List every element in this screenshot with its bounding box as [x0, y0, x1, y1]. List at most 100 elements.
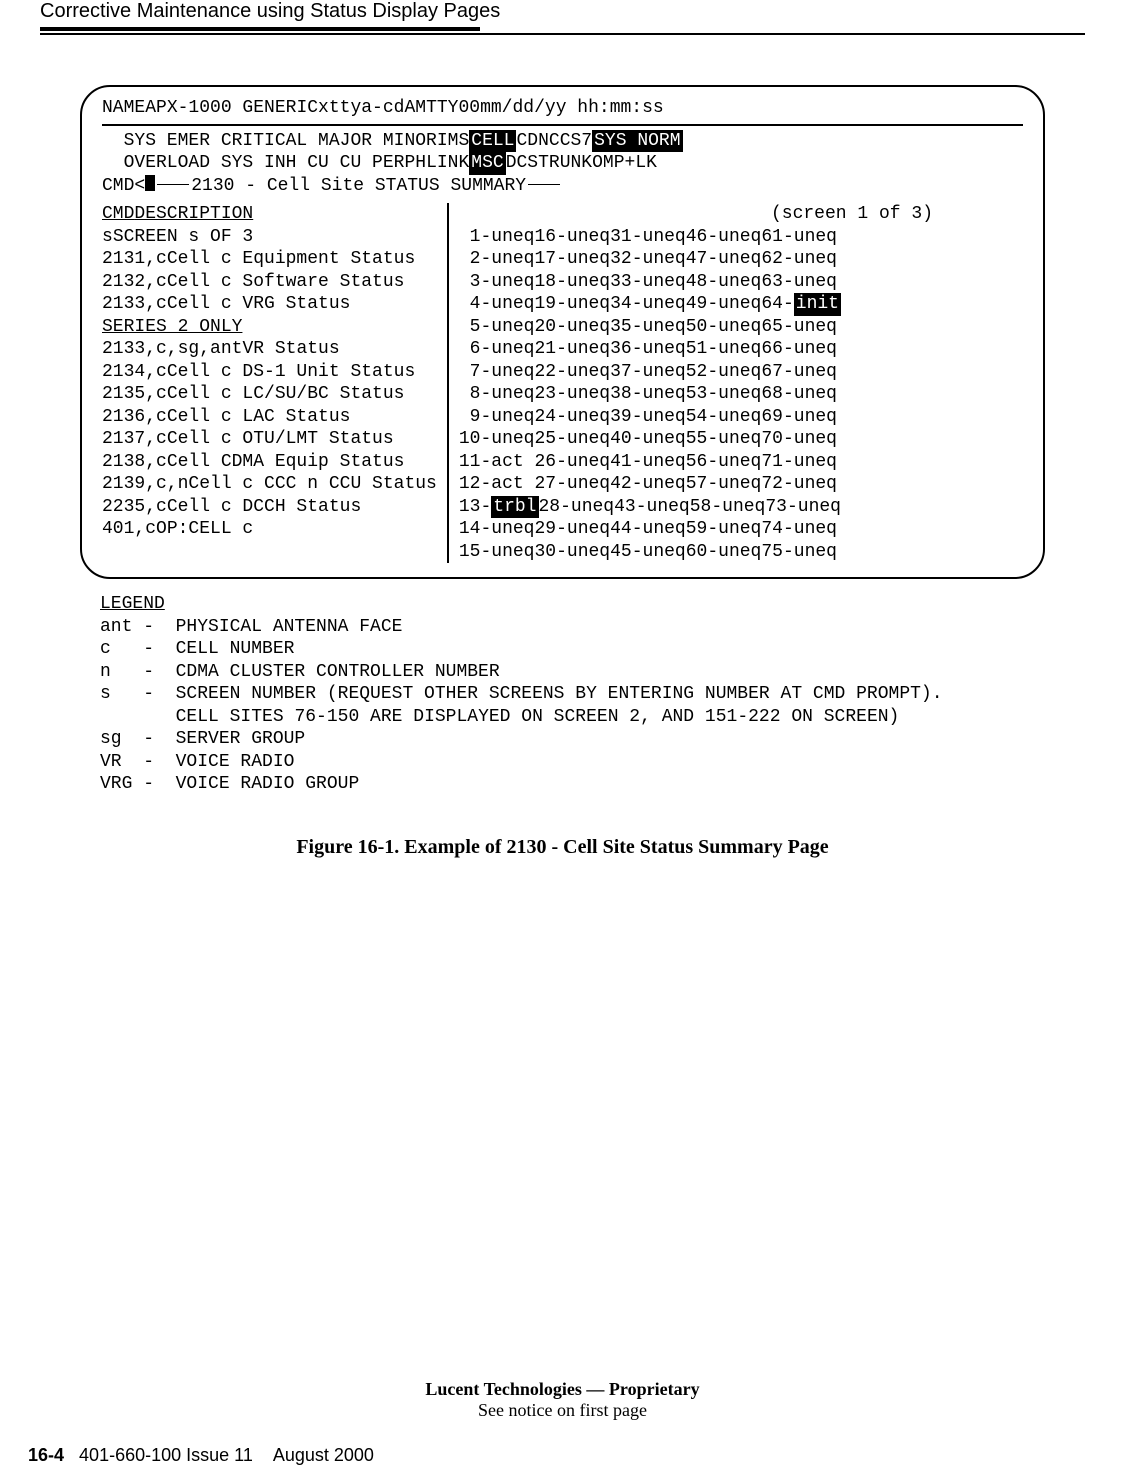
cmd: 2131,c [102, 248, 167, 271]
status-cell: 70-uneq [761, 428, 837, 451]
cmd-row: 2132,c Cell c Software Status [102, 271, 437, 294]
status-cell: 35-uneq [610, 316, 686, 339]
status-row: 2-uneq 17-uneq 32-uneq 47-uneq 62-uneq [459, 248, 1023, 271]
cmd: 2136,c [102, 406, 167, 429]
cmd-hdr: CMD [102, 203, 134, 226]
hdr-row-1: SYS EMER CRITICAL MAJOR MINOR IMS CELL C… [102, 130, 1023, 153]
cmd-desc: Cell c Software Status [167, 271, 405, 294]
status-cell: 6-uneq [459, 338, 535, 361]
status-cell: 75-uneq [761, 541, 837, 564]
status-cell: 44-uneq [610, 518, 686, 541]
status-cell: 72-uneq [761, 473, 837, 496]
legend-item-cont: CELL SITES 76-150 ARE DISPLAYED ON SCREE… [100, 706, 1085, 729]
cmd-row: 2135,c Cell c LC/SU/BC Status [102, 383, 437, 406]
link-label: LINK [426, 152, 469, 175]
cmd: 2132,c [102, 271, 167, 294]
cmd-prompt-row: CMD< 2130 - Cell Site STATUS SUMMARY [102, 175, 1023, 198]
cmd-row: 2134,c Cell c DS-1 Unit Status [102, 361, 437, 384]
status-cell: 69-uneq [761, 406, 837, 429]
status-cell: 18-uneq [535, 271, 611, 294]
msc-label-inv: MSC [469, 152, 505, 175]
cmd-prompt[interactable]: CMD< [102, 175, 145, 198]
cmd-row: 2136,c Cell c LAC Status [102, 406, 437, 429]
status-cell: 31-uneq [610, 226, 686, 249]
status-cell: 9-uneq [459, 406, 535, 429]
legend-item: sg - SERVER GROUP [100, 728, 1085, 751]
cmd-desc: Cell c DCCH Status [167, 496, 361, 519]
cmd: 2138,c [102, 451, 167, 474]
cmd: 2134,c [102, 361, 167, 384]
status-cell: 4-uneq [459, 293, 535, 316]
status-cell: 52-uneq [686, 361, 762, 384]
screen-info: (screen 1 of 3) [771, 203, 933, 226]
legend-item: ant - PHYSICAL ANTENNA FACE [100, 616, 1085, 639]
cdn-label: CDN [516, 130, 548, 153]
status-row: 9-uneq 24-uneq 39-uneq 54-uneq 69-uneq [459, 406, 1023, 429]
cmd-desc: Cell c LC/SU/BC Status [167, 383, 405, 406]
ims-label: IMS [437, 130, 469, 153]
status-row: 10-uneq 25-uneq 40-uneq 55-uneq 70-uneq [459, 428, 1023, 451]
status-row: 4-uneq 19-uneq 34-uneq 49-uneq 64-init [459, 293, 1023, 316]
datetime: mm/dd/yy hh:mm:ss [480, 97, 664, 120]
status-cell: 3-uneq [459, 271, 535, 294]
status-cell: 26-uneq [535, 451, 611, 474]
page-footer: 16-4 401-660-100 Issue 11 August 2000 [0, 1421, 1125, 1476]
status-cell: 68-uneq [761, 383, 837, 406]
status-cell: 27-uneq [535, 473, 611, 496]
status-cell: 45-uneq [610, 541, 686, 564]
status-cell: 17-uneq [535, 248, 611, 271]
terminal-top-row: NAME APX-1000 GENERIC xttya-cdA MTTY00 m… [102, 97, 1023, 120]
status-cell: 56-uneq [686, 451, 762, 474]
summary-title: 2130 - Cell Site STATUS SUMMARY [155, 175, 562, 198]
legend-item: n - CDMA CLUSTER CONTROLLER NUMBER [100, 661, 1085, 684]
sysnorm-label-inv: SYS NORM [592, 130, 682, 153]
legend-item: VRG - VOICE RADIO GROUP [100, 773, 1085, 796]
status-cell: 33-uneq [610, 271, 686, 294]
cmd: 2139,c,n [102, 473, 188, 496]
status-cell: 21-uneq [535, 338, 611, 361]
status-cell: 22-uneq [535, 361, 611, 384]
cmd-desc: Cell c DS-1 Unit Status [167, 361, 415, 384]
series-label: SERIES 2 ONLY [102, 316, 242, 339]
page-header: Corrective Maintenance using Status Disp… [40, 0, 1085, 27]
cell-label-inv: CELL [469, 130, 516, 153]
cmd-row: 2138,c Cell CDMA Equip Status [102, 451, 437, 474]
status-cell: 24-uneq [535, 406, 611, 429]
trunk-label: TRUNK [538, 152, 592, 175]
status-cell: 50-uneq [686, 316, 762, 339]
legend-item: VR - VOICE RADIO [100, 751, 1085, 774]
status-cell: 71-uneq [761, 451, 837, 474]
status-cell: 58-uneq [690, 496, 766, 519]
status-row: 15-uneq 30-uneq 45-uneq 60-uneq 75-uneq [459, 541, 1023, 564]
status-cell: 28-uneq [539, 496, 615, 519]
cmd-desc: Cell CDMA Equip Status [167, 451, 405, 474]
status-row: 5-uneq 20-uneq 35-uneq 50-uneq 65-uneq [459, 316, 1023, 339]
status-row: 3-uneq 18-uneq 33-uneq 48-uneq 63-uneq [459, 271, 1023, 294]
status-cell: 60-uneq [686, 541, 762, 564]
cmd-desc: Cell c Equipment Status [167, 248, 415, 271]
status-cell: 61-uneq [761, 226, 837, 249]
status-cell: 16-uneq [535, 226, 611, 249]
status-grid: 1-uneq 16-uneq 31-uneq 46-uneq 61-uneq 2… [459, 226, 1023, 564]
status-row: 6-uneq 21-uneq 36-uneq 51-uneq 66-uneq [459, 338, 1023, 361]
status-grid-panel: (screen 1 of 3) 1-uneq 16-uneq 31-uneq 4… [449, 203, 1023, 563]
status-row: 12-act 27-uneq 42-uneq 57-uneq 72-uneq [459, 473, 1023, 496]
status-cell: 20-uneq [535, 316, 611, 339]
status-cell: 1-uneq [459, 226, 535, 249]
status-row: 11-act 26-uneq 41-uneq 56-uneq 71-uneq [459, 451, 1023, 474]
status-cell: 25-uneq [535, 428, 611, 451]
cmd-desc: OP:CELL c [156, 518, 253, 541]
hdr-row-2: OVERLOAD SYS INH CU CU PERPH LINK MSC DC… [102, 152, 1023, 175]
status-cell: 14-uneq [459, 518, 535, 541]
status-cell: 43-uneq [614, 496, 690, 519]
omplk-label: OMP+LK [592, 152, 657, 175]
header-rule-full [40, 33, 1085, 35]
status-cell: 49-uneq [686, 293, 762, 316]
cmd-desc: Cell c OTU/LMT Status [167, 428, 394, 451]
cmd-row: s SCREEN s OF 3 [102, 226, 437, 249]
status-cell: 51-uneq [686, 338, 762, 361]
terminal-window: NAME APX-1000 GENERIC xttya-cdA MTTY00 m… [80, 85, 1045, 579]
status-cell: 30-uneq [535, 541, 611, 564]
status-cell: 2-uneq [459, 248, 535, 271]
cursor-icon [145, 175, 155, 191]
